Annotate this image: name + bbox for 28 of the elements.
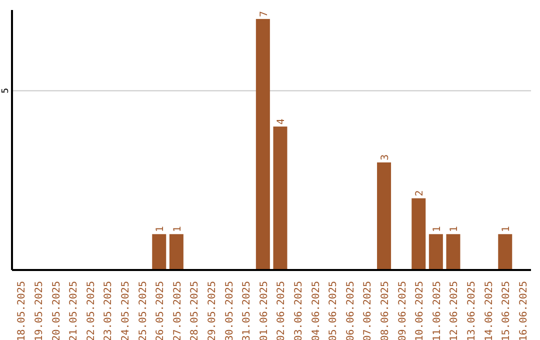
data-label: 7: [258, 10, 270, 17]
bar: [412, 198, 426, 270]
data-label: 1: [432, 226, 443, 232]
x-tick-label: 19.05.2025: [34, 281, 45, 340]
bar: [152, 234, 166, 270]
bar: [377, 162, 392, 270]
x-tick-label: 10.06.2025: [414, 281, 426, 340]
x-tick-label: 13.06.2025: [466, 281, 478, 340]
x-tick-label: 14.06.2025: [484, 281, 495, 340]
data-label: 4: [276, 118, 288, 125]
bar: [273, 126, 288, 270]
x-tick-label: 18.05.2025: [16, 281, 28, 340]
data-label: 2: [414, 190, 426, 196]
bar: [169, 234, 184, 270]
x-tick-label: 11.06.2025: [432, 281, 443, 340]
bar: [428, 234, 443, 270]
data-label: 1: [172, 226, 184, 232]
x-tick-label: 15.06.2025: [501, 281, 512, 340]
data-label: 1: [155, 226, 166, 232]
data-label: 1: [449, 226, 460, 232]
bar: [446, 234, 460, 270]
bar: [256, 18, 270, 270]
y-tick-label: 5: [1, 88, 11, 94]
bar: [498, 234, 512, 270]
x-tick-label: 12.06.2025: [449, 281, 460, 340]
data-label: 1: [501, 226, 512, 232]
data-label: 3: [380, 154, 392, 160]
x-tick-label: 16.06.2025: [518, 281, 530, 340]
